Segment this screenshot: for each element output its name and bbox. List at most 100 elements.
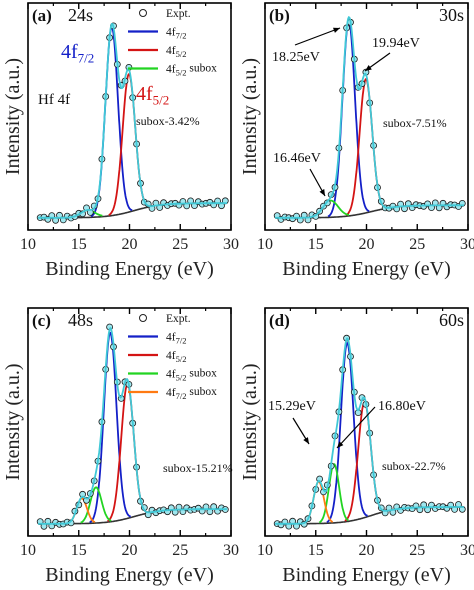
time-label: 60s [439, 310, 464, 330]
element-label: Hf 4f [38, 92, 70, 108]
legend-label: 4f5/2 [166, 350, 186, 364]
legend-label: 4f7/2 [166, 27, 186, 41]
x-tick-label: 15 [308, 236, 324, 253]
subox-label: subox-15.21% [163, 461, 233, 475]
legend-label-main: Expt. [166, 313, 191, 325]
legend-label-main: 4f [166, 64, 176, 76]
x-tick-label: 10 [20, 236, 36, 253]
energy-label: 16.46eV [273, 151, 321, 166]
x-tick-label: 25 [409, 542, 425, 559]
energy-label: 18.25eV [272, 50, 320, 65]
x-tick-label: 20 [359, 542, 375, 559]
x-tick-label: 25 [409, 236, 425, 253]
energy-label: 16.80eV [378, 399, 426, 414]
annotation-arrowhead [303, 437, 309, 444]
legend-label-main: Expt. [166, 8, 191, 20]
panel-letter: (a) [32, 6, 52, 25]
x-tick-label: 15 [71, 542, 87, 559]
x-tick-label: 30 [460, 236, 474, 253]
time-label: 24s [68, 5, 93, 25]
legend-label-subscript: 5/2 [176, 372, 187, 382]
legend-label-main: 4f [166, 369, 176, 381]
plot-frame [27, 2, 232, 231]
peak-4f72 [89, 331, 131, 524]
x-tick-label: 20 [359, 236, 375, 253]
peak-4f52-subox [80, 486, 112, 524]
plot-frame [27, 307, 232, 537]
x-tick-label: 15 [308, 542, 324, 559]
x-tick-label: 10 [257, 236, 273, 253]
legend-label-suffix: subox [186, 367, 217, 379]
peak-label-4f72-main: 4f [61, 41, 78, 63]
x-tick-label: 25 [172, 542, 188, 559]
x-tick-label: 10 [20, 542, 36, 559]
legend-label: 4f5/2 [166, 45, 186, 59]
legend-label-main: 4f [166, 387, 176, 399]
legend-label-main: 4f [166, 45, 176, 57]
legend-label: 4f7/2 [166, 332, 186, 346]
x-tick-label: 30 [460, 542, 474, 559]
x-axis-label: Binding Energy (eV) [282, 258, 451, 280]
legend-label-subscript: 5/2 [176, 354, 187, 364]
peak-label-4f72: 4f7/2 [61, 41, 94, 66]
panel-letter: (c) [32, 311, 51, 330]
time-label: 30s [439, 5, 464, 25]
panel-b: 10 15 20 25 30 Binding Energy (eV) Intensity (… [239, 2, 474, 280]
annotation-arrow [336, 406, 376, 449]
legend-label: Expt. [166, 8, 191, 20]
annotation-arrowhead [337, 441, 344, 448]
energy-label: 15.29eV [268, 399, 316, 414]
x-tick-label: 10 [257, 542, 273, 559]
peak-4f72 [90, 26, 133, 218]
panel-d: 10 15 20 25 30 Binding Energy (eV) Intensity (… [239, 307, 474, 586]
peak-label-4f72-subscript: 7/2 [78, 51, 95, 66]
x-axis-label: Binding Energy (eV) [282, 564, 451, 586]
x-axis-label: Binding Energy (eV) [45, 564, 214, 586]
legend-label-subscript: 5/2 [176, 67, 187, 77]
legend-label-subscript: 7/2 [176, 391, 187, 401]
y-axis-label: Intensity (a.u.) [239, 363, 261, 480]
legend-label-subscript: 5/2 [176, 49, 187, 59]
peak-4f72 [326, 341, 368, 524]
x-tick-label: 15 [71, 236, 87, 253]
time-label: 48s [68, 310, 93, 330]
legend-label-main: 4f [166, 350, 176, 362]
y-axis-label: Intensity (a.u.) [2, 58, 24, 175]
panel-a: 10 15 20 25 30 Binding Energy (eV) Intensity (… [2, 2, 239, 280]
panel-letter: (d) [269, 311, 290, 330]
subox-label: subox-3.42% [136, 114, 200, 128]
x-tick-label: 30 [223, 236, 239, 253]
y-axis-label: Intensity (a.u.) [239, 58, 261, 175]
legend-label: Expt. [166, 313, 191, 325]
peak-label-4f52: 4f5/2 [136, 83, 169, 108]
peak-label-4f52-subscript: 5/2 [153, 93, 170, 108]
legend-label: 4f5/2 subox [166, 367, 217, 382]
fit-envelope [38, 22, 227, 219]
annotation-arrowhead [319, 189, 325, 196]
fit-envelope [275, 337, 464, 525]
energy-label: 19.94eV [372, 36, 420, 51]
x-axis-label: Binding Energy (eV) [45, 258, 214, 280]
subox-label: subox-7.51% [383, 116, 447, 130]
annotation-arrowhead [365, 65, 372, 71]
legend-label-main: 4f [166, 332, 176, 344]
fit-envelope [275, 15, 464, 219]
legend-label: 4f7/2 subox [166, 386, 217, 401]
legend-label-suffix: subox [186, 62, 217, 74]
legend-marker-expt [139, 314, 147, 322]
x-tick-label: 20 [122, 236, 138, 253]
x-tick-label: 20 [122, 542, 138, 559]
y-axis-label: Intensity (a.u.) [2, 363, 24, 480]
panel-c: 10 15 20 25 30 Binding Energy (eV) Intensity (… [2, 307, 239, 586]
legend-marker-expt [139, 9, 147, 17]
peak-label-4f52-main: 4f [136, 83, 153, 105]
annotation-arrowhead [333, 27, 340, 33]
x-tick-label: 25 [172, 236, 188, 253]
x-tick-label: 30 [223, 542, 239, 559]
subox-label: subox-22.7% [382, 459, 446, 473]
panel-letter: (b) [269, 6, 290, 25]
fit-envelope [38, 326, 227, 525]
